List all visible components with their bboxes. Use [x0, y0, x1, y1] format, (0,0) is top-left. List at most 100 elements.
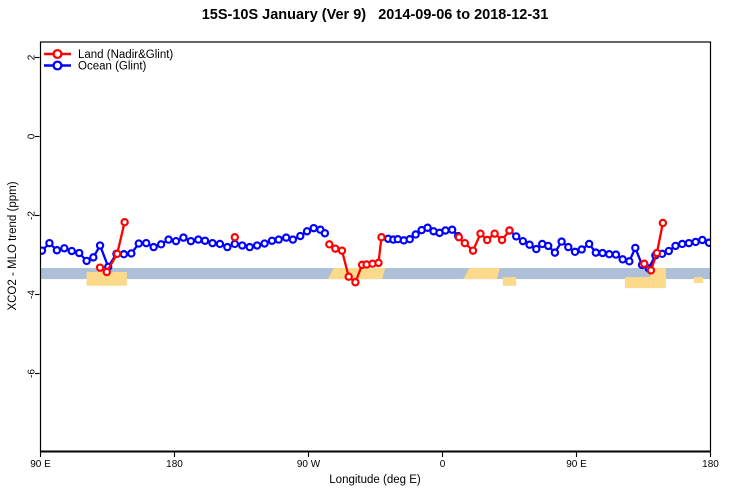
data-point — [60, 244, 69, 253]
data-point — [652, 248, 662, 258]
data-point — [156, 240, 166, 249]
data-point — [331, 244, 340, 253]
land-series — [95, 218, 668, 287]
data-point — [598, 248, 607, 258]
data-point — [274, 235, 283, 244]
data-point — [625, 257, 634, 266]
data-point — [89, 253, 98, 262]
y-tick-label: -2 — [27, 211, 38, 220]
data-point — [618, 255, 627, 264]
land-patch — [694, 277, 704, 284]
x-tick-label: 180 — [702, 459, 719, 470]
data-point — [344, 272, 353, 281]
data-point — [230, 233, 239, 242]
data-point — [441, 226, 450, 235]
data-point — [476, 229, 485, 238]
data-point — [411, 230, 420, 239]
legend-item-label: Land (Nadir&Glint) — [78, 49, 173, 61]
data-point — [296, 231, 305, 241]
data-point — [41, 246, 47, 255]
data-point — [532, 244, 541, 254]
data-point — [377, 233, 386, 242]
data-point — [281, 233, 291, 242]
data-point — [631, 243, 640, 253]
series-line — [643, 222, 664, 272]
data-point — [215, 239, 225, 249]
data-point — [230, 239, 239, 249]
legend: Land (Nadir&Glint)Ocean (Glint) — [44, 48, 173, 73]
data-point — [120, 218, 129, 227]
data-point — [658, 218, 668, 228]
data-point — [605, 250, 614, 259]
legend-point-sample — [52, 60, 63, 71]
land-ocean-band — [41, 268, 710, 289]
data-point — [671, 241, 680, 251]
data-point — [288, 235, 298, 244]
land-patch — [624, 277, 651, 289]
y-axis-ticks: 2 0 -2 -4 -6 — [27, 54, 40, 378]
data-point — [142, 238, 151, 248]
data-point — [698, 235, 707, 245]
data-point — [704, 238, 710, 247]
x-axis-label: Longitude (deg E) — [329, 474, 421, 486]
y-tick-label: -4 — [27, 290, 38, 299]
data-point — [179, 233, 188, 242]
data-point — [325, 240, 334, 249]
data-point — [95, 241, 105, 250]
data-point — [67, 246, 76, 256]
data-point — [260, 239, 269, 248]
x-tick-label: 90 E — [566, 459, 587, 470]
data-point — [252, 241, 262, 250]
y-tick-label: -6 — [27, 369, 38, 378]
land-patch — [327, 268, 386, 280]
data-point — [454, 233, 464, 242]
data-point — [518, 236, 528, 246]
data-point — [684, 238, 694, 248]
data-point — [194, 235, 203, 244]
land-patch — [463, 268, 500, 280]
data-point — [564, 242, 573, 252]
data-point — [45, 238, 54, 248]
data-point — [75, 248, 84, 258]
data-point — [223, 242, 232, 252]
data-point — [550, 248, 560, 257]
data-point — [309, 223, 318, 233]
data-point — [557, 237, 566, 246]
y-tick-label: 0 — [27, 133, 38, 139]
data-point — [171, 236, 181, 246]
data-point — [570, 247, 580, 257]
data-point — [584, 239, 594, 249]
data-point — [112, 249, 122, 259]
data-point — [267, 236, 277, 245]
data-point — [164, 235, 173, 244]
data-point — [102, 267, 111, 277]
data-point — [497, 235, 507, 245]
data-point — [640, 259, 649, 268]
data-point — [245, 242, 254, 252]
data-point — [512, 232, 521, 241]
x-tick-label: 0 — [440, 459, 446, 470]
data-point — [490, 229, 499, 238]
data-point — [82, 256, 91, 266]
data-point — [678, 239, 687, 249]
data-point — [482, 235, 492, 245]
data-point — [119, 250, 129, 259]
data-point — [591, 248, 601, 257]
legend-item-label: Ocean (Glint) — [78, 61, 147, 73]
data-point — [447, 225, 457, 234]
data-point — [208, 238, 217, 248]
data-point — [374, 258, 383, 268]
data-point — [200, 236, 210, 245]
data-point — [691, 237, 700, 247]
data-point — [302, 227, 312, 236]
y-tick-label: 2 — [27, 54, 38, 60]
data-point — [646, 266, 656, 275]
x-tick-label: 90 E — [30, 459, 51, 470]
data-point — [186, 236, 196, 246]
data-point — [127, 249, 136, 258]
land-patch — [502, 277, 517, 286]
data-point — [525, 240, 534, 249]
legend-point-sample — [52, 48, 63, 60]
